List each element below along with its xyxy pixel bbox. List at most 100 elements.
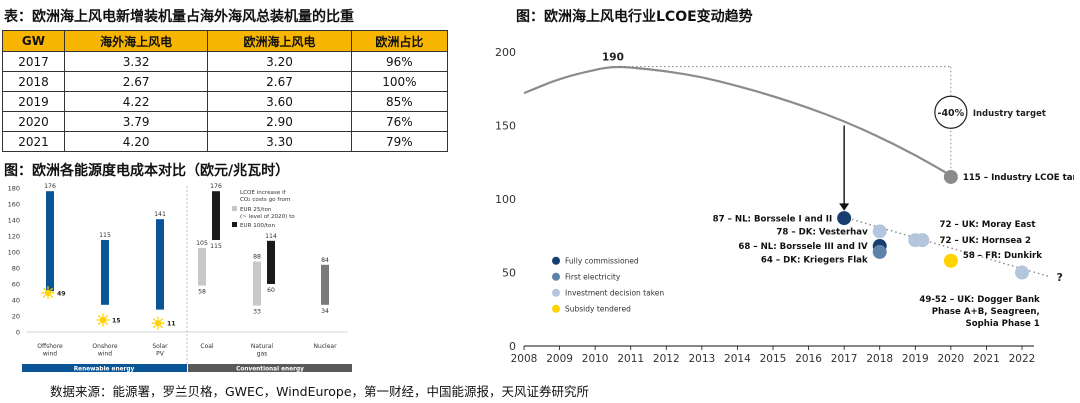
x-tick-label: 2018 (866, 353, 893, 365)
legend-text: CO₂ costs go from (240, 197, 290, 203)
table-row: 2017 3.32 3.20 96% (2, 51, 449, 72)
group-band-conventional (188, 364, 352, 372)
y-tick-label: 50 (502, 267, 516, 280)
sun-ray (97, 322, 101, 326)
bar-high-label: 105 (196, 240, 208, 247)
legend-swatch-dark (232, 222, 237, 227)
x-tick-label: 2012 (653, 353, 680, 365)
bar-low-label: 33 (253, 309, 261, 316)
sun-ray (160, 325, 164, 329)
legend-text: (~ level of 2020) to (240, 214, 295, 220)
sun-marker (151, 316, 165, 330)
table-header-row: GW 海外海上风电 欧洲海上风电 欧洲占比 (2, 30, 449, 52)
sun-value-label: 11 (167, 321, 176, 328)
x-tick-label: 2016 (795, 353, 822, 365)
x-tick-label: 2021 (973, 353, 1000, 365)
bar-high-label: 115 (99, 232, 111, 239)
project-label: 49-52 – UK: Dogger Bank (919, 295, 1040, 305)
sun-marker (96, 313, 110, 327)
category-label: Solar (152, 343, 168, 350)
category-label: wind (98, 351, 112, 358)
category-label: Coal (200, 343, 214, 350)
lcoe-chart: 0 50 100 150 200 2008 2009 2010 2011 2012 2013 2014… (495, 46, 1074, 365)
sun-value-label: 15 (112, 318, 121, 325)
sun-ray (42, 294, 46, 298)
group-band-renewable (22, 364, 187, 372)
project-label: Sophia Phase 1 (966, 319, 1040, 329)
projection-line (847, 217, 1051, 278)
bar-low-label: 34 (321, 308, 329, 315)
co2-low-label: 115 (210, 243, 222, 250)
table-cell: 2017 (2, 51, 65, 72)
sun-ray (152, 318, 156, 322)
legend-dot (552, 304, 561, 313)
x-tick-label: 2020 (937, 353, 964, 365)
project-point (872, 244, 887, 259)
bar-low-label: 34 (101, 308, 109, 315)
y-tick-label: 20 (12, 313, 20, 321)
project-label: 115 – Industry LCOE target (963, 173, 1074, 183)
bar-low-label: 51 (46, 294, 54, 301)
category-label: Nuclear (313, 343, 337, 350)
x-tick-label: 2017 (831, 353, 858, 365)
lcoe-chart-title: 图：欧洲海上风电行业LCOE变动趋势 (516, 9, 753, 25)
project-label: 72 – UK: Moray East (940, 220, 1036, 230)
projection-end-label: ? (1056, 271, 1062, 284)
project-point (1015, 265, 1029, 280)
legend-text: EUR 25/ton (240, 207, 272, 213)
y-tick-label: 0 (509, 340, 516, 353)
co2-bar (267, 240, 275, 284)
co2-bar (212, 191, 220, 240)
column-header: 欧洲占比 (350, 30, 449, 52)
table-cell: 96% (350, 51, 449, 72)
cost-bar (101, 240, 109, 305)
legend-label: Fully commissioned (565, 257, 639, 266)
sun-marker (41, 286, 55, 300)
y-tick-label: 40 (12, 297, 20, 305)
table-cell: 3.79 (63, 111, 209, 132)
sun-icon (99, 316, 107, 324)
bar-high-label: 88 (253, 254, 261, 261)
legend-text: LCOE increase if (240, 190, 287, 196)
project-label: 64 – DK: Kriegers Flak (761, 255, 868, 265)
table-cell: 85% (350, 91, 449, 112)
bar-high-label: 141 (154, 211, 166, 218)
project-label: 68 – NL: Borssele III and IV (738, 242, 868, 252)
table-cell: 4.20 (63, 131, 209, 152)
project-point (943, 253, 958, 268)
table-cell: 3.32 (63, 51, 209, 72)
table-row: 2020 3.79 2.90 76% (2, 111, 449, 132)
cost-bar (198, 248, 206, 286)
cost-bar (156, 219, 164, 310)
category-label: Offshore (37, 343, 63, 350)
lcoe-trend-line (523, 65, 952, 177)
sun-ray (105, 314, 109, 318)
sun-icon (44, 289, 52, 296)
y-tick-label: 100 (495, 193, 516, 206)
sun-ray (50, 294, 54, 298)
sun-value-label: 49 (57, 290, 66, 297)
arrow-head (839, 203, 850, 211)
table-cell: 3.60 (207, 91, 352, 112)
table-cell: 2019 (2, 91, 65, 112)
column-header: 欧洲海上风电 (207, 30, 352, 52)
cost-bar (46, 191, 54, 292)
legend-swatch-light (232, 206, 237, 211)
column-header: GW (2, 30, 65, 52)
x-tick-label: 2019 (902, 353, 929, 365)
project-label: 78 – DK: Vesterhav (776, 227, 868, 237)
y-tick-label: 200 (495, 46, 516, 59)
legend-dot (552, 256, 561, 265)
table-cell: 2.90 (207, 111, 352, 132)
y-tick-label: 160 (8, 201, 20, 209)
y-tick-label: 140 (8, 217, 20, 225)
project-label: 58 – FR: Dunkirk (963, 251, 1042, 261)
table-body: 2017 3.32 3.20 96% 2018 2.67 2.67 100% 2019 4.22 3… (2, 51, 449, 152)
x-tick-label: 2011 (617, 353, 644, 365)
category-label: PV (156, 351, 165, 358)
legend-text: EUR 100/ton (240, 223, 275, 229)
x-tick-label: 2014 (724, 353, 751, 365)
source-note: 数据来源：能源署，罗兰贝格，GWEC，WindEurope，第一财经，中国能源报… (50, 384, 590, 399)
sun-ray (152, 325, 156, 329)
y-tick-label: 80 (12, 265, 20, 273)
